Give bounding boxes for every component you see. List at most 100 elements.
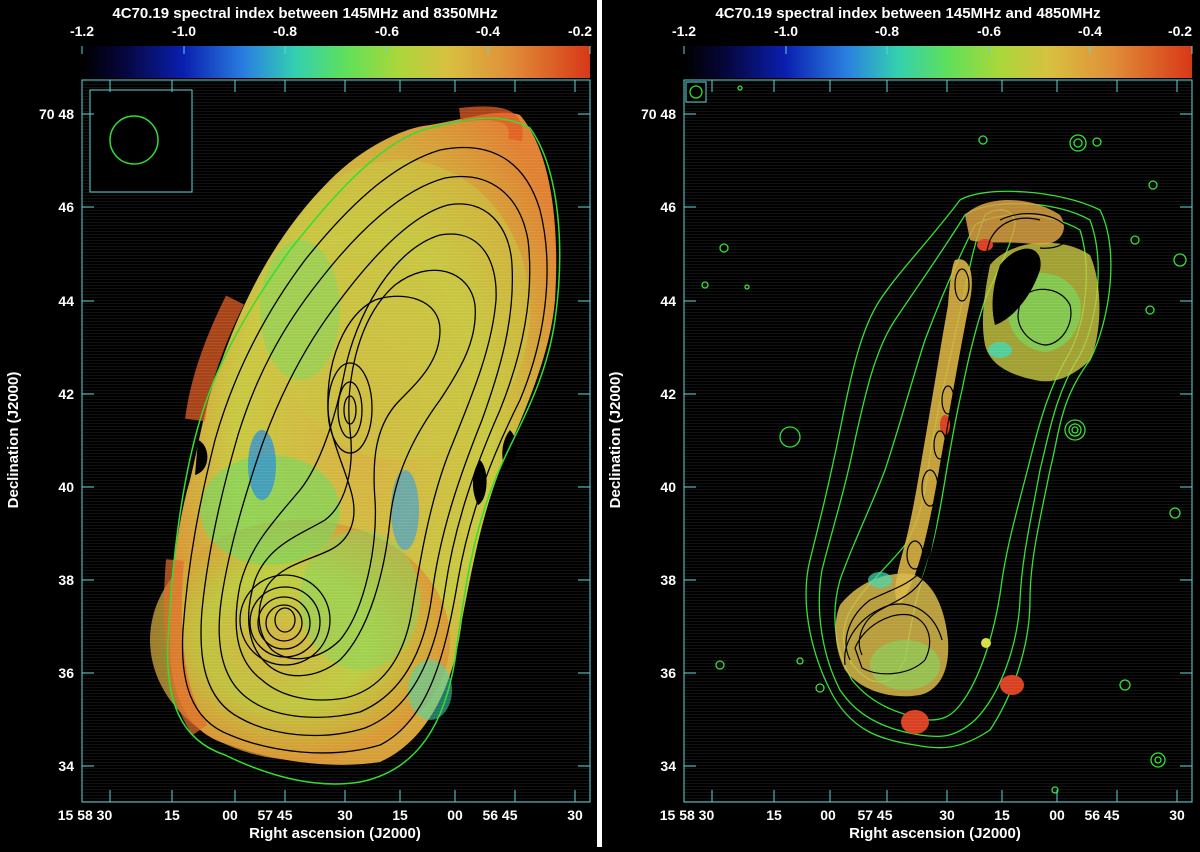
right-axis-ticks xyxy=(684,80,1192,802)
left-xtick-6: 00 xyxy=(447,807,463,823)
left-colorbar-scale xyxy=(82,46,590,78)
left-contour-12 xyxy=(327,362,373,454)
right-bcontour-knot-3 xyxy=(941,385,955,415)
left-xtick-4: 30 xyxy=(337,807,353,823)
right-panel: 4C70.19 spectral index between 145MHz an… xyxy=(607,5,1193,842)
right-ytick-4: 40 xyxy=(660,479,676,495)
left-contour-5 xyxy=(247,269,476,677)
left-contour-6 xyxy=(258,295,441,660)
right-xtick-0: 15 58 30 xyxy=(660,807,715,823)
left-contour-10 xyxy=(265,604,303,642)
right-colorbar-scale xyxy=(684,46,1192,78)
left-xtick-5: 15 xyxy=(392,807,408,823)
left-ytick-3: 42 xyxy=(58,386,74,402)
left-xtick-1: 15 xyxy=(164,807,180,823)
right-beam-ellipse xyxy=(689,85,703,99)
right-black-contours xyxy=(844,213,1072,675)
left-beam-inset xyxy=(89,89,193,193)
left-outer-contour xyxy=(166,117,561,785)
right-panel-title: 4C70.19 spectral index between 145MHz an… xyxy=(715,5,1100,22)
left-ylabel: Declination (J2000) xyxy=(5,372,22,509)
left-cbar-label-1: -1.0 xyxy=(172,23,196,39)
right-ytick-3: 42 xyxy=(660,386,676,402)
right-bcontour-south xyxy=(854,613,931,675)
left-ytick-2: 44 xyxy=(58,293,74,309)
right-bcontour-north-2 xyxy=(999,213,1069,249)
left-xtick-3: 57 45 xyxy=(257,807,292,823)
left-ytick-6: 36 xyxy=(58,665,74,681)
left-xtick-7: 56 45 xyxy=(482,807,517,823)
left-ytick-5: 38 xyxy=(58,572,74,588)
right-bcontour-knot-4 xyxy=(954,268,970,302)
right-cbar-label-5: -0.2 xyxy=(1168,23,1192,39)
left-xtick-8: 30 xyxy=(567,807,583,823)
left-contours xyxy=(166,117,561,785)
left-cbar-label-0: -1.2 xyxy=(70,23,94,39)
right-xtick-7: 56 45 xyxy=(1084,807,1119,823)
right-bcontour-1 xyxy=(845,217,1041,661)
left-xlabel: Right ascension (J2000) xyxy=(249,825,421,842)
right-xtick-5: 15 xyxy=(994,807,1010,823)
right-colorbar: -1.2 -1.0 -0.8 -0.6 -0.4 -0.2 xyxy=(672,23,1193,78)
left-beam-box xyxy=(89,89,193,193)
left-contour-2 xyxy=(200,176,531,737)
left-hole-3 xyxy=(472,460,487,505)
left-cbar-label-2: -0.8 xyxy=(273,23,297,39)
right-xtick-6: 00 xyxy=(1049,807,1065,823)
right-cbar-label-3: -0.6 xyxy=(977,23,1001,39)
right-cbar-label-4: -0.4 xyxy=(1078,23,1102,39)
right-ytick-0: 70 48 xyxy=(641,106,676,122)
panel-divider xyxy=(597,0,602,847)
right-bcontour-knot-5 xyxy=(906,540,924,570)
right-beam-box xyxy=(685,81,707,103)
right-ytick-6: 36 xyxy=(660,665,676,681)
left-panel: 4C70.19 spectral index between 145MHz an… xyxy=(5,5,592,842)
right-bcontour-knot-2 xyxy=(933,430,947,460)
right-ytick-1: 46 xyxy=(660,199,676,215)
right-source-map xyxy=(684,80,1192,802)
right-bcontour-north xyxy=(1017,288,1072,346)
right-hole xyxy=(992,248,1041,325)
left-beam-ellipse xyxy=(109,115,159,165)
right-ytick-5: 38 xyxy=(660,572,676,588)
left-colorbar: -1.2 -1.0 -0.8 -0.6 -0.4 -0.2 xyxy=(70,23,592,78)
right-xtick-1: 15 xyxy=(766,807,782,823)
right-scanlines xyxy=(684,80,1192,802)
left-xtick-2: 00 xyxy=(222,807,238,823)
right-bcontour-2 xyxy=(858,264,983,656)
right-ytick-7: 34 xyxy=(660,758,676,774)
right-xtick-8: 30 xyxy=(1169,807,1185,823)
right-ylabel: Declination (J2000) xyxy=(607,372,624,509)
right-bcontour-knot-1 xyxy=(921,469,939,507)
right-cbar-label-1: -1.0 xyxy=(774,23,798,39)
left-contour-9 xyxy=(257,596,311,650)
right-xtick-4: 30 xyxy=(939,807,955,823)
right-cbar-label-2: -0.8 xyxy=(875,23,899,39)
right-xtick-2: 00 xyxy=(820,807,836,823)
left-contour-7 xyxy=(239,574,331,666)
right-colorbar-ticks xyxy=(683,46,1193,54)
left-contour-13 xyxy=(337,381,363,439)
left-panel-title: 4C70.19 spectral index between 145MHz an… xyxy=(112,5,497,22)
left-contour-3 xyxy=(218,203,514,719)
left-cbar-label-4: -0.4 xyxy=(476,23,500,39)
left-contour-14 xyxy=(343,395,357,425)
left-xtick-0: 15 58 30 xyxy=(58,807,113,823)
left-ytick-7: 34 xyxy=(58,758,74,774)
left-ytick-1: 46 xyxy=(58,199,74,215)
left-colorbar-ticks xyxy=(81,46,591,54)
right-cbar-label-0: -1.2 xyxy=(672,23,696,39)
left-ytick-0: 70 48 xyxy=(39,106,74,122)
right-bcontour-south-2 xyxy=(844,603,943,666)
left-contour-4 xyxy=(235,233,497,701)
left-ytick-4: 40 xyxy=(58,479,74,495)
left-hole-1 xyxy=(195,440,208,475)
left-cbar-label-5: -0.2 xyxy=(568,23,592,39)
right-ytick-2: 44 xyxy=(660,293,676,309)
left-contour-8 xyxy=(249,586,321,658)
right-xlabel: Right ascension (J2000) xyxy=(849,825,1021,842)
left-axis-ticks xyxy=(82,80,590,802)
right-beam-inset xyxy=(685,81,707,103)
left-contour-1 xyxy=(181,146,548,754)
